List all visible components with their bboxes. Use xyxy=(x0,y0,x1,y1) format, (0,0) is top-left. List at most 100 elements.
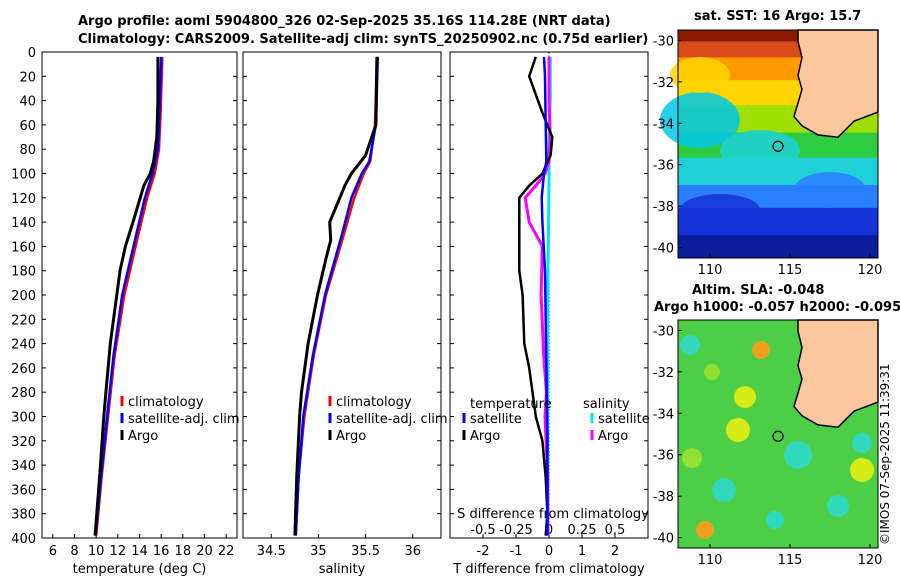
map-x-tick-label: 120 xyxy=(858,263,883,278)
y-tick-label: 80 xyxy=(19,143,36,158)
series-line-argo xyxy=(293,56,379,536)
legend-label: satellite-adj. clim xyxy=(336,412,448,427)
sst-patch xyxy=(794,172,866,208)
series-line-satellite-adj-clim xyxy=(94,56,163,536)
legend-label: satellite xyxy=(470,412,522,427)
figure-title-line2: Climatology: CARS2009. Satellite-adj cli… xyxy=(78,32,649,47)
sst-band xyxy=(678,235,878,259)
x-tick-label: 16 xyxy=(153,544,170,559)
legend-label: climatology xyxy=(128,395,204,410)
x-tick-label: 2 xyxy=(611,544,619,559)
sla-anomaly xyxy=(766,511,784,529)
map-y-tick-label: -40 xyxy=(653,242,674,257)
map-x-tick-label: 110 xyxy=(698,263,723,278)
sla-anomaly xyxy=(696,521,714,539)
series-line-argo xyxy=(93,56,160,536)
map-frame xyxy=(677,29,879,259)
sla-anomaly xyxy=(752,341,770,359)
figure-title-line1: Argo profile: aoml 5904800_326 02-Sep-20… xyxy=(78,14,611,29)
y-tick-label: 100 xyxy=(11,168,36,183)
map-y-tick-label: -36 xyxy=(653,159,674,174)
y-tick-label: 240 xyxy=(11,338,36,353)
map-y-tick-label: -34 xyxy=(653,117,674,132)
legend-label: climatology xyxy=(336,395,412,410)
map-x-tick-label: 120 xyxy=(858,553,883,568)
sla-anomaly xyxy=(734,386,756,408)
top-tick-label: -0.5 xyxy=(470,523,495,538)
map-y-tick-label: -30 xyxy=(653,324,674,339)
sla-anomaly xyxy=(704,364,720,380)
top-tick-label: 0.25 xyxy=(568,523,597,538)
map-x-tick-label: 110 xyxy=(698,553,723,568)
map-frame xyxy=(677,319,879,549)
map-x-tick-label: 115 xyxy=(778,263,803,278)
x-tick-label: 34.5 xyxy=(257,544,286,559)
series-line-satellite-adj-clim xyxy=(294,56,380,536)
sla-anomaly xyxy=(827,495,849,517)
sst-map-title: sat. SST: 16 Argo: 15.7 xyxy=(694,9,862,24)
x-tick-label: -1 xyxy=(510,544,523,559)
x-axis-label: T difference from climatology xyxy=(452,562,645,577)
legend-label: satellite xyxy=(598,412,650,427)
sla-anomaly xyxy=(682,448,702,468)
sst-patch xyxy=(670,57,730,93)
sla-map: 110 115 120 -30 -32 -34 -36 -38 -40 xyxy=(653,319,883,568)
legend-label: Argo xyxy=(598,429,628,444)
legend-label: Argo xyxy=(470,429,500,444)
map-y-tick-label: -38 xyxy=(653,490,674,505)
y-tick-label: 280 xyxy=(11,386,36,401)
legend-label: satellite-adj. clim xyxy=(128,412,240,427)
sla-anomaly xyxy=(726,418,750,442)
argo-location-marker xyxy=(772,430,784,442)
y-tick-label: 120 xyxy=(11,192,36,207)
top-axis-label: S difference from climatology xyxy=(457,507,649,522)
sla-anomaly xyxy=(712,478,736,502)
y-tick-label: 140 xyxy=(11,216,36,231)
top-tick-label: -0.25 xyxy=(499,523,533,538)
x-axis-label: temperature (deg C) xyxy=(73,562,207,577)
series-line-climatology xyxy=(294,56,379,536)
panel-salinity: 34.5 35 35.5 36 salinity climatology satellite… xyxy=(242,51,448,577)
y-tick-label: 340 xyxy=(11,459,36,474)
map-y-tick-label: -32 xyxy=(653,366,674,381)
credit-stamp: ©IMOS 07-Sep-2025 11:39:31 xyxy=(878,363,892,555)
y-tick-label: 40 xyxy=(19,95,36,110)
map-y-tick-label: -32 xyxy=(653,76,674,91)
x-tick-label: 35.5 xyxy=(351,544,380,559)
x-axis-label: salinity xyxy=(319,562,366,577)
legend-temperature-title: temperature xyxy=(470,397,552,412)
x-tick-label: 18 xyxy=(175,544,192,559)
series-line-t-argo xyxy=(518,56,554,536)
sla-map-title-2: Argo h1000: -0.057 h2000: -0.095 xyxy=(654,300,900,315)
x-tick-label: 1 xyxy=(578,544,586,559)
y-tick-label: 60 xyxy=(19,119,36,134)
series-line-climatology xyxy=(94,56,164,536)
map-y-tick-label: -36 xyxy=(653,449,674,464)
y-tick-label: 0 xyxy=(28,46,36,61)
sla-anomaly xyxy=(784,441,812,469)
legend-label: Argo xyxy=(336,429,366,444)
y-tick-label: 360 xyxy=(11,483,36,498)
panel-difference: -2 -1 0 1 2 T difference from climatology S di… xyxy=(449,51,650,577)
y-tick-label: 320 xyxy=(11,435,36,450)
sst-patch xyxy=(660,92,740,148)
sst-band xyxy=(678,30,878,42)
y-tick-label: 200 xyxy=(11,289,36,304)
credit-text: ©IMOS 07-Sep-2025 11:39:31 xyxy=(878,363,892,545)
y-tick-label: 160 xyxy=(11,240,36,255)
map-y-tick-label: -34 xyxy=(653,407,674,422)
sst-map: 110 115 120 -30 -32 -34 -36 -38 -40 xyxy=(653,29,883,278)
x-tick-label: 36 xyxy=(404,544,421,559)
panel-temperature: 0 20 40 60 80 100 120 140 160 180 200 220 240 260 280 3… xyxy=(11,46,239,577)
y-tick-label: 380 xyxy=(11,508,36,523)
map-y-tick-label: -40 xyxy=(653,532,674,547)
map-y-tick-label: -38 xyxy=(653,200,674,215)
sla-anomaly xyxy=(852,433,872,453)
map-x-tick-label: 115 xyxy=(778,553,803,568)
x-tick-label: 6 xyxy=(49,544,57,559)
landmass xyxy=(793,29,879,138)
sla-anomaly xyxy=(680,335,700,355)
y-tick-label: 300 xyxy=(11,411,36,426)
argo-location-marker xyxy=(772,140,784,152)
series-line-t-satellite xyxy=(540,56,549,536)
